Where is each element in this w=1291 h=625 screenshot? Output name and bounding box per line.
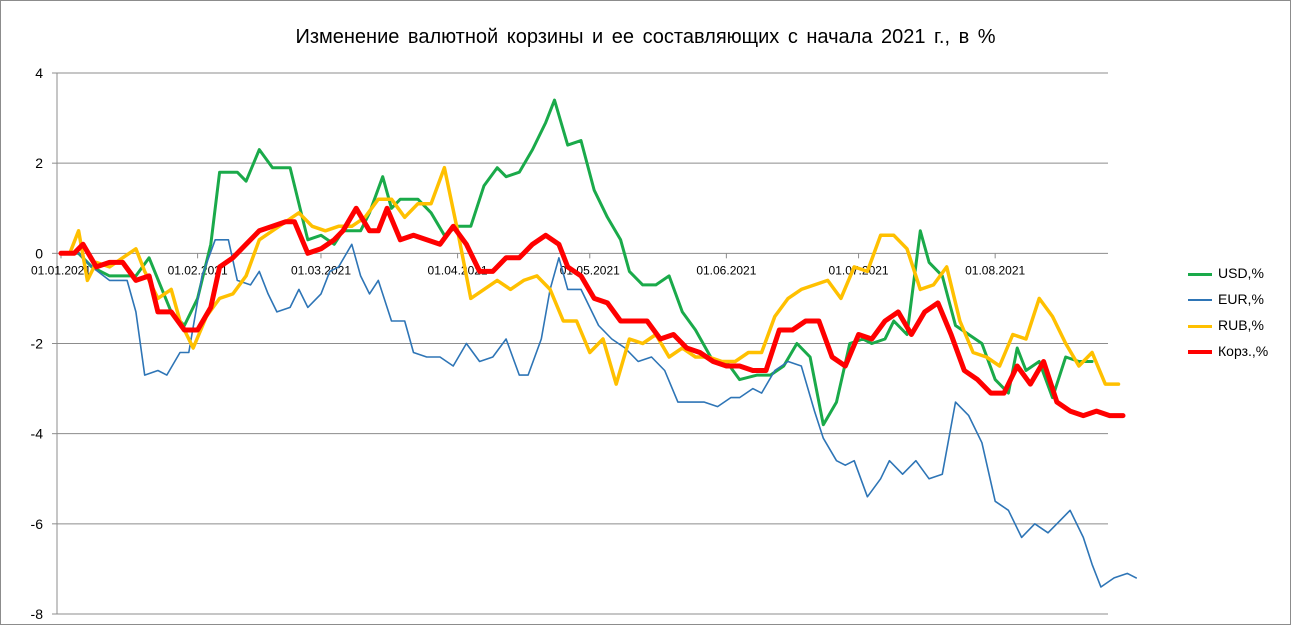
legend-label: EUR,% (1218, 291, 1264, 307)
legend-item: EUR,% (1188, 286, 1268, 312)
legend-item: RUB,% (1188, 312, 1268, 338)
legend-label: USD,% (1218, 265, 1264, 281)
y-tick-label: 0 (35, 245, 43, 261)
x-tick-label: 01.07.2021 (829, 263, 889, 277)
series-lines (58, 98, 1137, 588)
legend-label: RUB,% (1218, 317, 1264, 333)
x-tick-label: 01.04.2021 (428, 263, 488, 277)
legend-item: USD,% (1188, 260, 1268, 286)
y-tick-label: -4 (31, 426, 44, 442)
y-tick-label: 2 (35, 155, 43, 171)
y-tick-label: -2 (31, 336, 44, 352)
series-line-2 (59, 165, 1121, 386)
x-tick-label: 01.01.2021 (31, 263, 91, 277)
legend: USD,% EUR,% RUB,% Корз.,% (1188, 260, 1268, 364)
x-tick-label: 01.03.2021 (291, 263, 351, 277)
x-tick-label: 01.02.2021 (168, 263, 228, 277)
series-line-3 (58, 205, 1126, 419)
gridlines (57, 72, 1108, 615)
legend-swatch (1188, 299, 1212, 302)
chart-title: Изменение валютной корзины и ее составля… (295, 26, 996, 48)
legend-swatch (1188, 324, 1212, 328)
series-line-0 (59, 98, 1094, 427)
y-tick-label: -8 (31, 606, 44, 622)
legend-swatch (1188, 350, 1212, 355)
y-tick-label: -6 (31, 516, 44, 532)
y-tick-label: 4 (35, 65, 43, 81)
legend-label: Корз.,% (1218, 343, 1269, 359)
legend-swatch (1188, 272, 1212, 276)
y-axis: 4 2 0 -2 -4 -6 -8 (31, 65, 58, 622)
x-tick-label: 01.08.2021 (965, 263, 1025, 277)
legend-item: Корз.,% (1188, 338, 1268, 364)
x-tick-label: 01.06.2021 (696, 263, 756, 277)
series-line-1 (60, 239, 1137, 588)
